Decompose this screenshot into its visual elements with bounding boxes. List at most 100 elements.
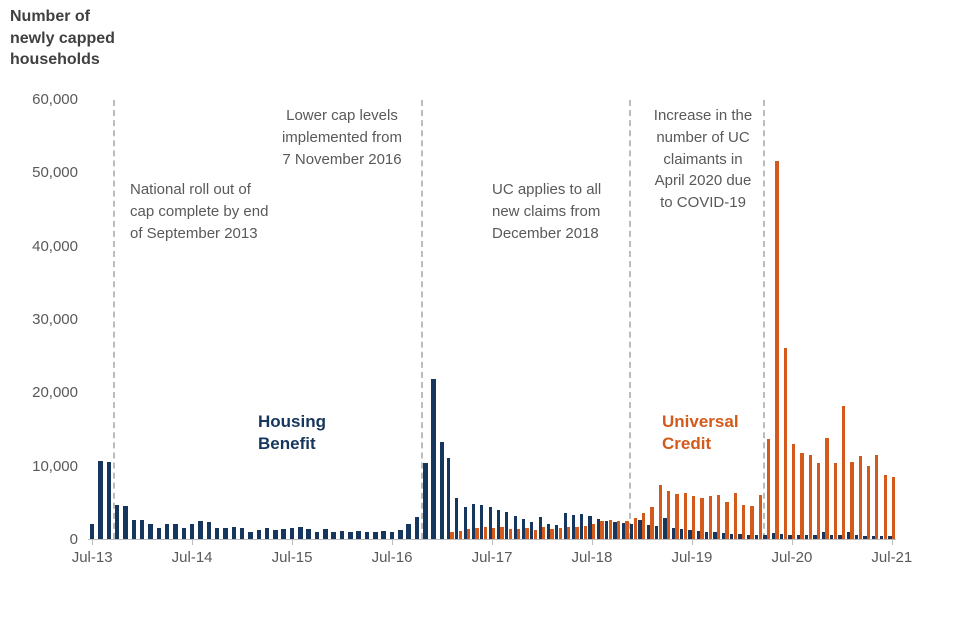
bar-housing-benefit [855, 535, 859, 539]
bar-universal-credit [725, 502, 729, 539]
chart-title: Number of newly capped households [10, 8, 115, 69]
x-axis-tick-label: Jul-20 [771, 549, 813, 566]
bar-housing-benefit [813, 534, 817, 539]
bar-universal-credit [750, 506, 754, 539]
bar-housing-benefit [805, 535, 809, 539]
bar-housing-benefit [398, 530, 403, 539]
bar-universal-credit [658, 485, 662, 539]
x-axis-tick-mark [791, 540, 793, 545]
bar-housing-benefit [323, 529, 328, 539]
bar-housing-benefit [596, 519, 600, 539]
bar-housing-benefit [348, 531, 353, 539]
bar-universal-credit [608, 519, 612, 539]
bar-housing-benefit [446, 457, 451, 539]
x-axis-tick-mark [392, 540, 393, 545]
bar-housing-benefit [755, 535, 759, 539]
bar-housing-benefit [173, 524, 178, 539]
x-axis-tick-label: Jul-21 [871, 549, 913, 566]
bar-housing-benefit [298, 527, 303, 539]
bar-housing-benefit [239, 528, 245, 539]
bar-housing-benefit [256, 530, 262, 539]
x-axis-tick-label: Jul-19 [671, 549, 713, 566]
bar-housing-benefit [530, 522, 534, 539]
bar-housing-benefit [373, 531, 378, 539]
bar-universal-credit [833, 463, 837, 539]
annotation-dashed-line [629, 100, 632, 539]
bar-housing-benefit [588, 516, 592, 539]
bar-housing-benefit [231, 527, 237, 539]
bar-housing-benefit [505, 511, 509, 539]
bar-housing-benefit [721, 533, 725, 539]
bar-housing-benefit [206, 522, 212, 539]
bar-universal-credit [800, 453, 804, 539]
bar-housing-benefit [306, 529, 312, 539]
bar-housing-benefit [705, 531, 709, 539]
bar-universal-credit [642, 513, 646, 539]
bar-universal-credit [508, 528, 512, 539]
bar-housing-benefit [198, 520, 203, 539]
x-axis-tick-label: Jul-13 [71, 549, 113, 566]
bar-housing-benefit [838, 535, 842, 539]
bar-universal-credit [775, 161, 779, 539]
bar-housing-benefit [264, 528, 270, 539]
bar-housing-benefit [713, 532, 717, 539]
bar-universal-credit [525, 528, 529, 539]
bar-universal-credit [850, 462, 854, 539]
bar-housing-benefit [605, 520, 609, 539]
x-axis-tick-label: Jul-18 [571, 549, 613, 566]
bar-housing-benefit [513, 516, 517, 539]
bar-housing-benefit [98, 461, 103, 539]
bar-housing-benefit [746, 534, 750, 539]
annotation-uc-new-claims: UC applies to all new claims from Decemb… [492, 181, 602, 242]
y-axis-tick-label: 60,000 [32, 91, 78, 108]
series-label-universal-credit: Universal Credit [662, 412, 739, 454]
bar-universal-credit [625, 520, 629, 539]
bar-housing-benefit [455, 497, 459, 539]
bar-housing-benefit [423, 463, 428, 539]
bar-housing-benefit [131, 519, 137, 539]
x-axis-tick-mark [492, 540, 493, 545]
bar-housing-benefit [331, 531, 337, 539]
bar-universal-credit [742, 504, 746, 539]
bar-housing-benefit [546, 523, 551, 539]
bar-housing-benefit [521, 519, 526, 539]
bar-housing-benefit [339, 530, 345, 539]
y-axis-tick-label: 50,000 [32, 164, 78, 182]
bar-universal-credit [700, 497, 704, 539]
bar-housing-benefit [613, 522, 617, 539]
bar-housing-benefit [638, 519, 642, 539]
bar-universal-credit [575, 527, 579, 539]
bar-universal-credit [458, 530, 462, 539]
bar-universal-credit [683, 492, 687, 539]
bar-universal-credit [767, 439, 771, 539]
bar-universal-credit [891, 477, 896, 539]
y-axis-tick-label: 30,000 [32, 311, 78, 328]
bar-universal-credit [650, 507, 654, 539]
y-axis-tick-label: 20,000 [32, 384, 78, 402]
bar-housing-benefit [439, 442, 445, 539]
x-axis-tick-mark [92, 540, 94, 545]
bar-housing-benefit [538, 517, 542, 539]
x-axis-tick-mark [192, 540, 194, 545]
bar-housing-benefit [730, 533, 734, 539]
bar-universal-credit [875, 454, 879, 539]
bar-universal-credit [758, 495, 762, 539]
bar-universal-credit [733, 492, 737, 539]
bar-housing-benefit [164, 524, 170, 539]
bar-universal-credit [633, 518, 637, 539]
y-axis-tick-label: 0 [69, 531, 78, 548]
bar-housing-benefit [580, 514, 584, 539]
annotation-dashed-line [421, 100, 424, 539]
bar-universal-credit [825, 437, 829, 539]
x-axis-tick-mark [592, 540, 593, 545]
bar-housing-benefit [156, 528, 162, 539]
bar-universal-credit [475, 528, 479, 539]
bar-housing-benefit [621, 522, 625, 539]
bar-universal-credit [841, 405, 846, 539]
bar-universal-credit [467, 529, 471, 539]
bar-housing-benefit [488, 507, 492, 539]
bar-housing-benefit [771, 533, 775, 539]
bar-universal-credit [717, 495, 721, 539]
bar-housing-benefit [871, 536, 875, 539]
bar-housing-benefit [688, 530, 692, 539]
